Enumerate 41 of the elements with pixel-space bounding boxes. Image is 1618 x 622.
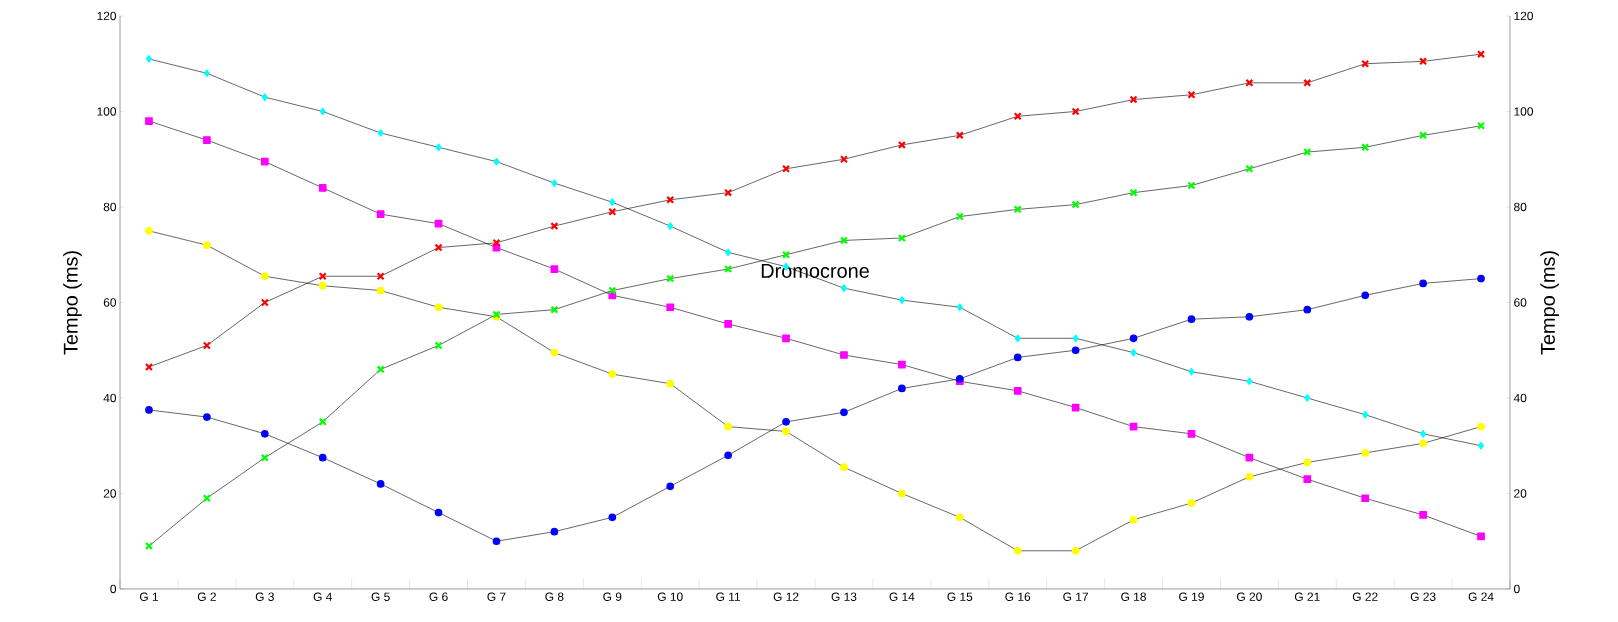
y2-tick-label: 100 xyxy=(1514,107,1534,116)
x-tick-label: G 18 xyxy=(1121,592,1146,601)
x-tick-label: G 17 xyxy=(1063,592,1088,601)
y-tick-label: 20 xyxy=(103,489,117,498)
x-tick-label: G 1 xyxy=(139,592,159,601)
y2-tick-label: 40 xyxy=(1513,393,1527,403)
y2-axis-title: Tempo (ms) xyxy=(1540,251,1559,355)
x-tick-label: G 21 xyxy=(1294,592,1320,601)
x-tick-label: G 4 xyxy=(313,592,332,601)
x-tick-label: G 6 xyxy=(429,592,448,601)
x-tick-label: G 13 xyxy=(831,592,857,601)
annotation: Dromocrone xyxy=(761,264,869,278)
x-tick-label: G 10 xyxy=(657,592,683,601)
x-tick-label: G 22 xyxy=(1352,592,1378,601)
y-tick-label: 0 xyxy=(110,584,117,594)
x-tick-label: G 16 xyxy=(1005,592,1031,601)
x-tick-label: G 20 xyxy=(1237,592,1262,601)
x-tick-label: G 19 xyxy=(1179,592,1204,601)
y-tick-label: 60 xyxy=(103,298,117,307)
y-axis-title: Tempo (ms) xyxy=(63,251,82,355)
x-tick-label: G 14 xyxy=(889,592,915,601)
y-tick-label: 80 xyxy=(103,202,117,212)
x-tick-label: G 23 xyxy=(1410,592,1436,601)
y2-tick-label: 120 xyxy=(1514,11,1534,21)
x-tick-label: G 11 xyxy=(716,592,741,601)
y-tick-label: 40 xyxy=(103,393,117,403)
y-tick-label: 120 xyxy=(97,11,117,21)
x-tick-label: G 9 xyxy=(603,592,622,601)
y2-tick-label: 0 xyxy=(1514,584,1520,594)
x-tick-label: G 24 xyxy=(1468,592,1494,601)
x-tick-label: G 8 xyxy=(545,592,564,601)
x-tick-label: G 2 xyxy=(197,592,216,601)
x-tick-label: G 3 xyxy=(255,592,274,601)
x-tick-label: G 15 xyxy=(947,592,973,601)
y2-tick-label: 60 xyxy=(1514,298,1527,307)
y-tick-label: 100 xyxy=(97,107,117,116)
x-tick-label: G 7 xyxy=(487,592,506,601)
y2-tick-label: 20 xyxy=(1514,489,1527,498)
y2-tick-label: 80 xyxy=(1514,202,1527,212)
x-tick-label: G 5 xyxy=(371,592,390,601)
x-tick-label: G 12 xyxy=(773,592,799,601)
